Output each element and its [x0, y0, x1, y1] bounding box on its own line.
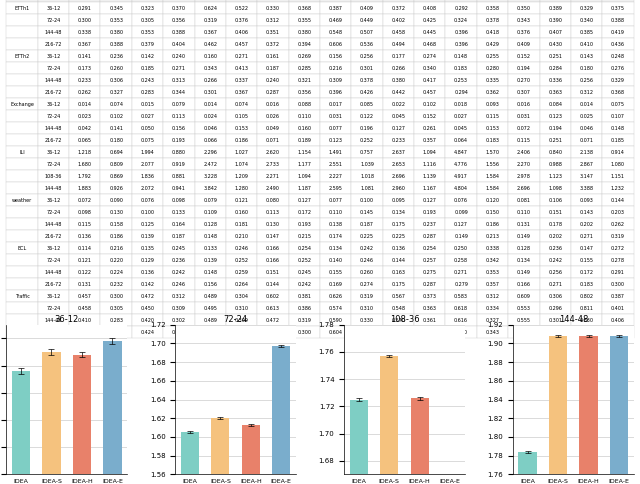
Bar [242, 425, 260, 484]
Bar [42, 352, 61, 484]
Bar [103, 341, 122, 484]
Bar [579, 336, 598, 484]
Bar [211, 418, 230, 484]
Title: 72-24: 72-24 [223, 315, 248, 324]
Bar [73, 355, 91, 484]
Bar [272, 346, 291, 484]
Title: 144-48: 144-48 [559, 315, 588, 324]
Bar [380, 356, 398, 484]
Bar [12, 371, 30, 484]
Bar [549, 336, 567, 484]
Title: 108-36: 108-36 [390, 315, 419, 324]
Bar [410, 398, 429, 484]
Title: 36-12: 36-12 [54, 315, 79, 324]
Bar [610, 336, 628, 484]
Bar [349, 400, 368, 484]
Bar [518, 452, 537, 484]
Bar [180, 432, 199, 484]
